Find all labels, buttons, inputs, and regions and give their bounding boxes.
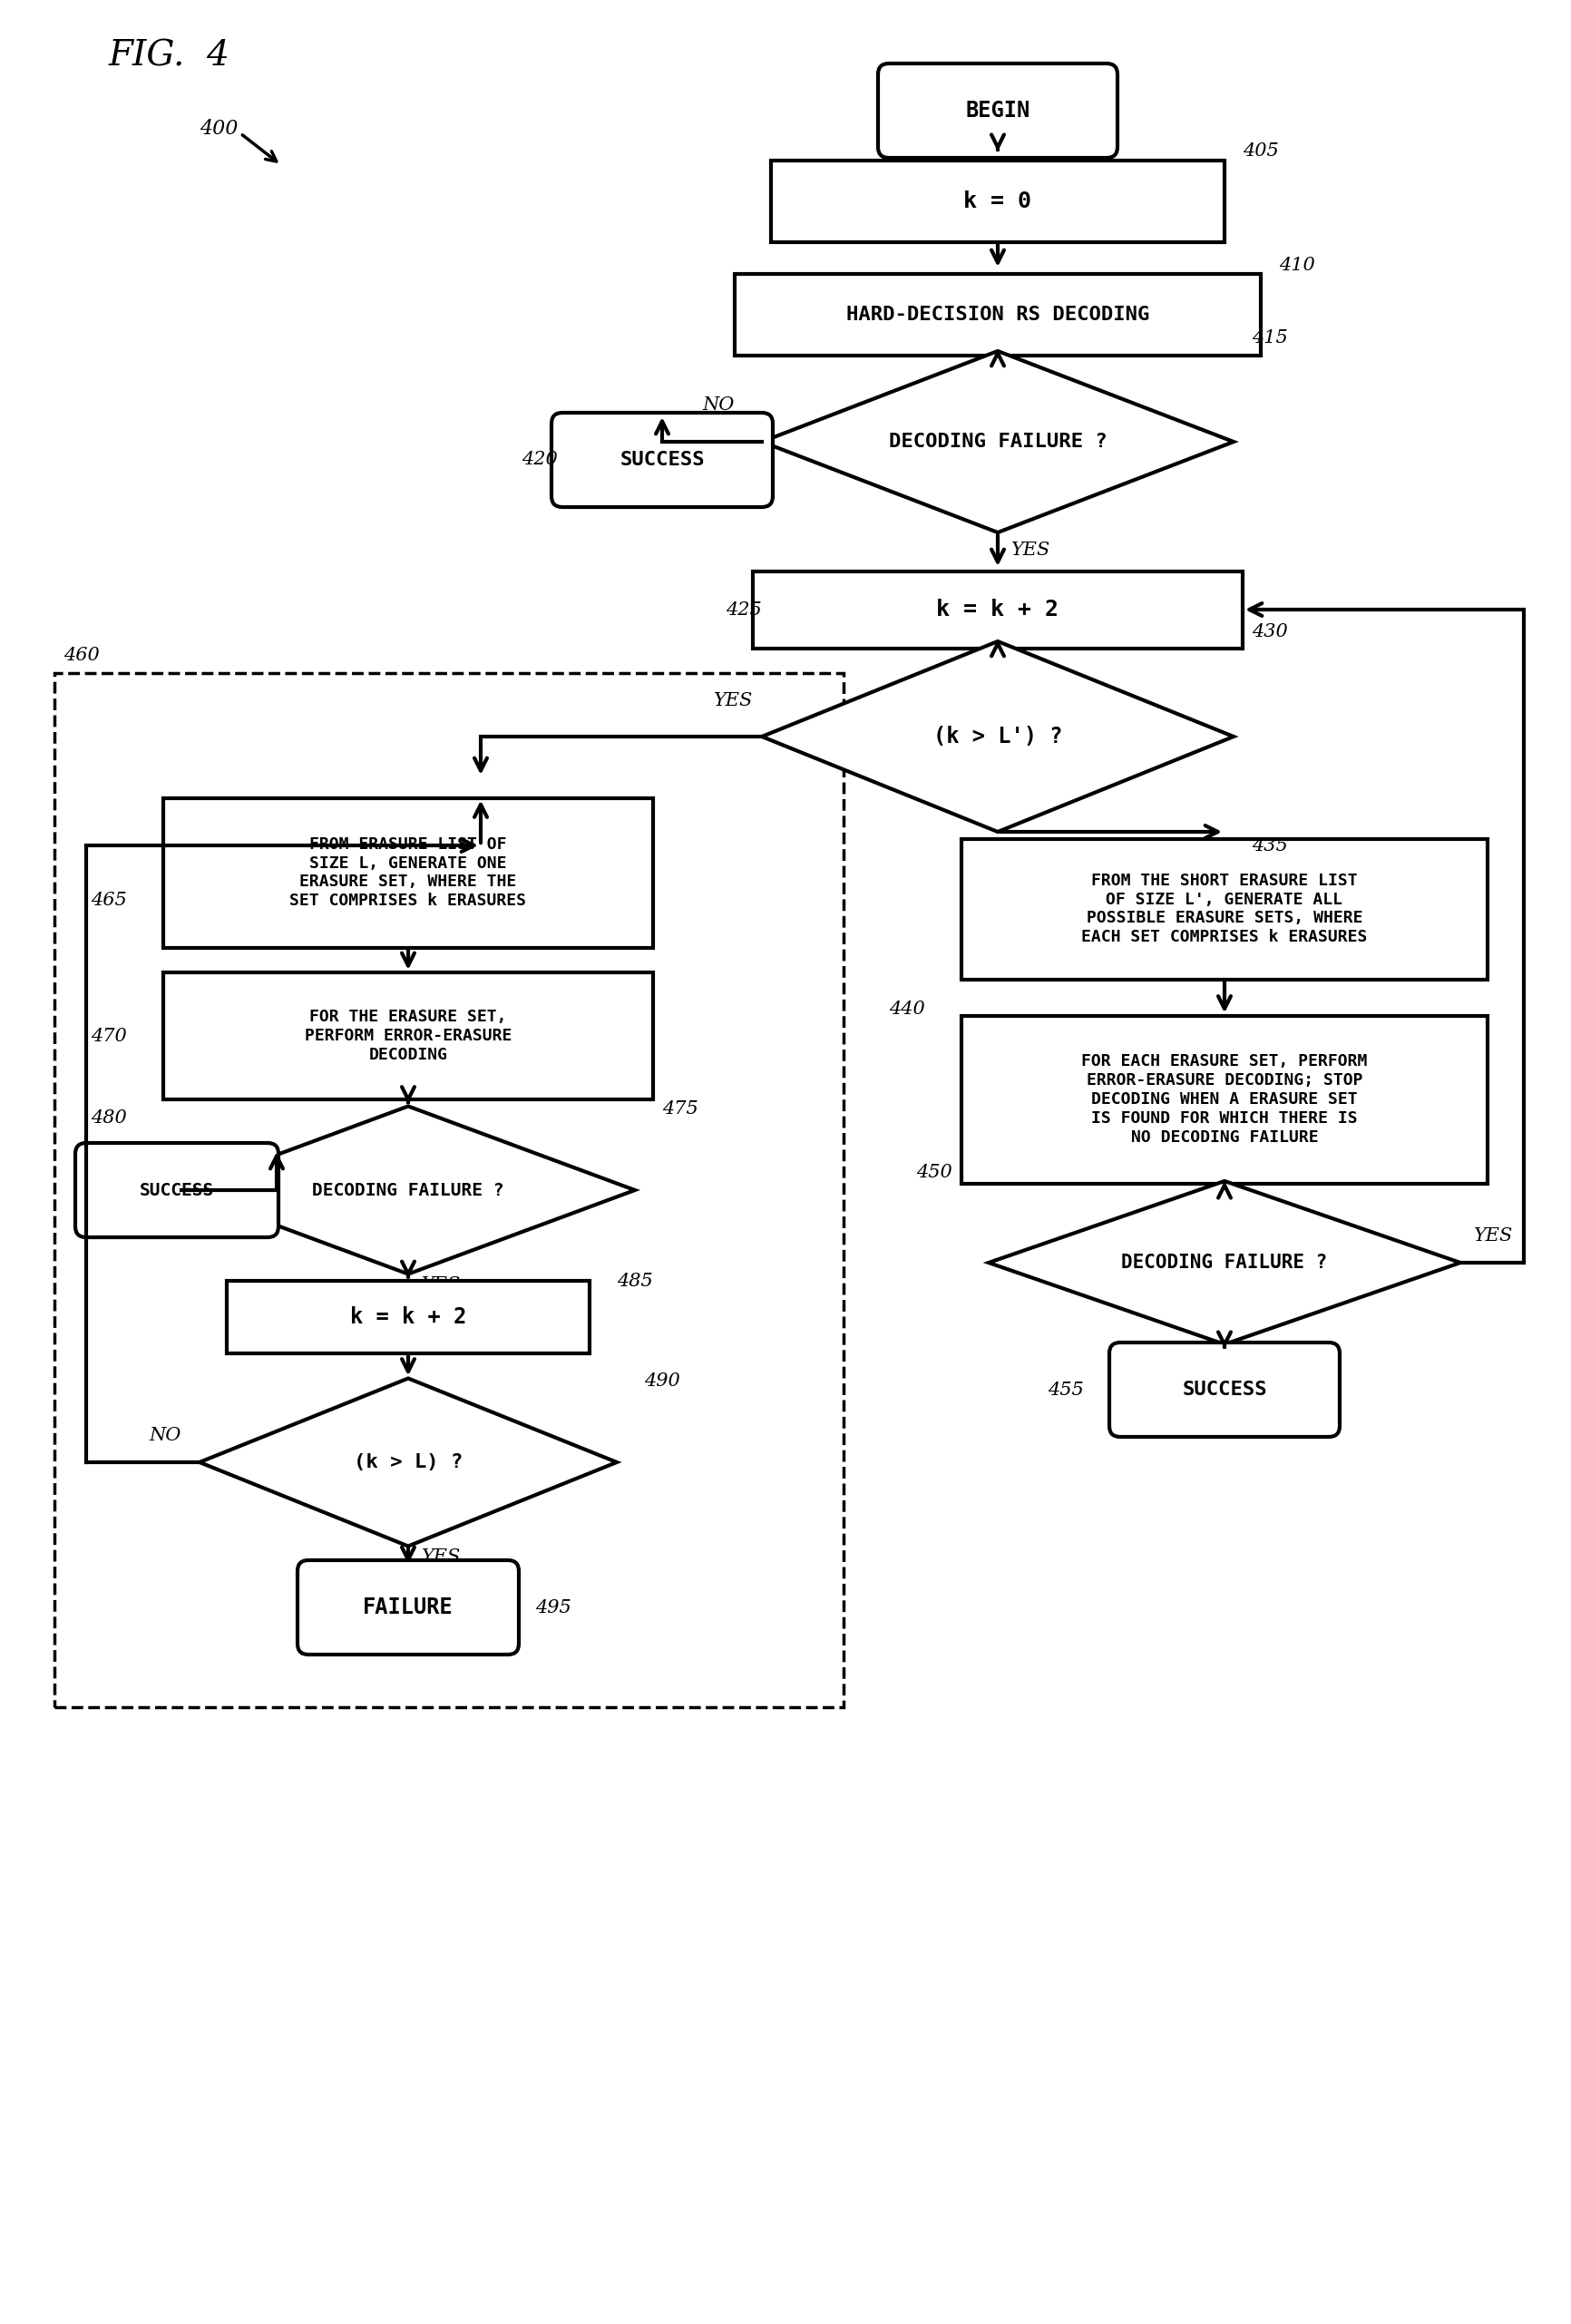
Text: 420: 420 xyxy=(522,451,558,469)
Text: 450: 450 xyxy=(916,1164,952,1181)
Text: 475: 475 xyxy=(661,1099,698,1118)
Text: YES: YES xyxy=(1474,1227,1513,1243)
Bar xyxy=(753,572,1243,648)
Bar xyxy=(55,674,844,1708)
Bar xyxy=(163,971,652,1099)
Polygon shape xyxy=(988,1181,1459,1343)
Text: 485: 485 xyxy=(616,1271,652,1290)
FancyBboxPatch shape xyxy=(75,1143,278,1236)
Text: HARD-DECISION RS DECODING: HARD-DECISION RS DECODING xyxy=(845,307,1148,323)
Text: YES: YES xyxy=(713,693,753,709)
FancyBboxPatch shape xyxy=(551,414,773,507)
Text: NO: NO xyxy=(1238,1346,1269,1362)
Text: YES: YES xyxy=(421,1548,460,1566)
Text: 465: 465 xyxy=(91,890,127,909)
Text: FROM THE SHORT ERASURE LIST
OF SIZE L', GENERATE ALL
POSSIBLE ERASURE SETS, WHER: FROM THE SHORT ERASURE LIST OF SIZE L', … xyxy=(1081,872,1367,946)
Text: 440: 440 xyxy=(888,999,924,1018)
FancyBboxPatch shape xyxy=(1109,1343,1338,1436)
Text: SUCCESS: SUCCESS xyxy=(1181,1380,1266,1399)
Polygon shape xyxy=(181,1106,635,1274)
Polygon shape xyxy=(762,641,1233,832)
Text: YES: YES xyxy=(421,1276,460,1294)
Text: DECODING FAILURE ?: DECODING FAILURE ? xyxy=(1120,1253,1327,1271)
Text: 435: 435 xyxy=(1251,837,1287,853)
Text: 410: 410 xyxy=(1279,256,1315,274)
Text: 415: 415 xyxy=(1251,328,1287,346)
Text: FROM ERASURE LIST OF
SIZE L, GENERATE ONE
ERASURE SET, WHERE THE
SET COMPRISES k: FROM ERASURE LIST OF SIZE L, GENERATE ON… xyxy=(289,837,526,909)
Text: k = 0: k = 0 xyxy=(963,191,1031,211)
Text: FOR EACH ERASURE SET, PERFORM
ERROR-ERASURE DECODING; STOP
DECODING WHEN A ERASU: FOR EACH ERASURE SET, PERFORM ERROR-ERAS… xyxy=(1081,1053,1367,1146)
Bar xyxy=(770,160,1224,242)
Bar xyxy=(163,797,652,948)
Text: 460: 460 xyxy=(63,646,99,665)
Text: 480: 480 xyxy=(91,1109,127,1127)
Polygon shape xyxy=(762,351,1233,532)
Polygon shape xyxy=(200,1378,616,1545)
Bar xyxy=(226,1281,589,1353)
Text: NO: NO xyxy=(1010,837,1043,853)
Text: YES: YES xyxy=(1010,541,1049,560)
Bar xyxy=(961,1016,1486,1183)
Bar xyxy=(734,274,1260,356)
Text: k = k + 2: k = k + 2 xyxy=(350,1306,467,1327)
Text: k = k + 2: k = k + 2 xyxy=(936,600,1059,621)
FancyBboxPatch shape xyxy=(297,1559,518,1655)
Text: DECODING FAILURE ?: DECODING FAILURE ? xyxy=(888,432,1106,451)
Text: 425: 425 xyxy=(726,602,762,618)
Text: 405: 405 xyxy=(1243,142,1277,160)
Text: (k > L) ?: (k > L) ? xyxy=(353,1452,462,1471)
Text: NO: NO xyxy=(702,397,734,414)
Text: (k > L') ?: (k > L') ? xyxy=(933,725,1062,748)
Text: FAILURE: FAILURE xyxy=(363,1597,452,1618)
Text: 430: 430 xyxy=(1251,623,1287,641)
Text: BEGIN: BEGIN xyxy=(965,100,1029,121)
FancyBboxPatch shape xyxy=(878,63,1117,158)
Text: FOR THE ERASURE SET,
PERFORM ERROR-ERASURE
DECODING: FOR THE ERASURE SET, PERFORM ERROR-ERASU… xyxy=(305,1009,512,1062)
Bar xyxy=(961,839,1486,978)
Text: NO: NO xyxy=(149,1427,181,1443)
Text: 455: 455 xyxy=(1046,1380,1082,1399)
Text: DECODING FAILURE ?: DECODING FAILURE ? xyxy=(313,1181,504,1199)
Text: 400: 400 xyxy=(200,119,237,139)
Text: 495: 495 xyxy=(534,1599,570,1615)
Text: 470: 470 xyxy=(91,1027,127,1043)
Text: FIG.  4: FIG. 4 xyxy=(108,40,229,72)
Text: 490: 490 xyxy=(644,1371,680,1390)
Text: SUCCESS: SUCCESS xyxy=(140,1181,214,1199)
Text: NO: NO xyxy=(135,1146,168,1162)
Text: SUCCESS: SUCCESS xyxy=(619,451,704,469)
